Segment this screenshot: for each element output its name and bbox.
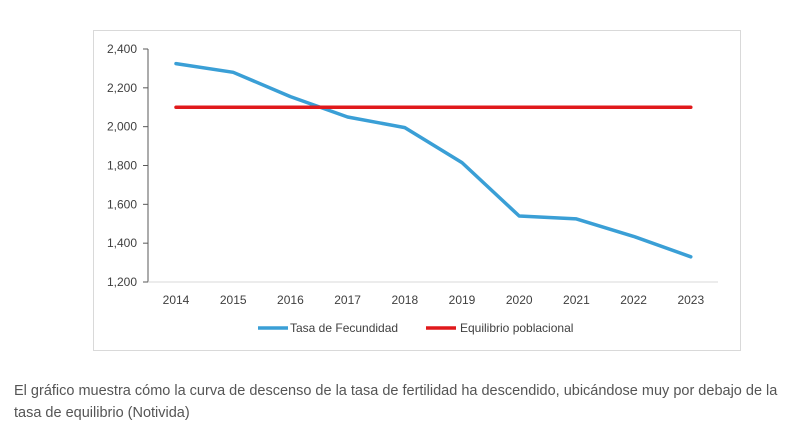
chart-legend: Tasa de Fecundidad Equilibrio poblacional	[258, 321, 573, 335]
fertility-rate-line-chart: 1,200 1,400 1,600 1,800 2,000 2,200 2,400 2014…	[107, 42, 718, 335]
x-tick-label: 2019	[449, 293, 476, 307]
x-tick-label: 2018	[391, 293, 418, 307]
y-axis-ticks: 1,200 1,400 1,600 1,800 2,000 2,200 2,400	[107, 42, 148, 289]
x-tick-label: 2015	[220, 293, 247, 307]
x-tick-label: 2022	[620, 293, 647, 307]
x-tick-label: 2023	[677, 293, 704, 307]
legend-label: Equilibrio poblacional	[460, 321, 573, 335]
series-lines	[174, 61, 693, 259]
x-tick-label: 2016	[277, 293, 304, 307]
series-line-tasa-de-fecundidad	[174, 61, 693, 259]
x-tick-label: 2021	[563, 293, 590, 307]
y-tick-label: 1,800	[107, 159, 137, 173]
y-tick-label: 2,200	[107, 81, 137, 95]
y-tick-label: 1,400	[107, 236, 137, 250]
y-tick-label: 1,600	[107, 197, 137, 211]
x-tick-label: 2017	[334, 293, 361, 307]
x-tick-label: 2014	[163, 293, 190, 307]
legend-label: Tasa de Fecundidad	[290, 321, 398, 335]
chart-container	[93, 30, 741, 351]
x-axis-ticks: 2014 2015 2016 2017 2018 2019 2020 2021 2022 2023	[163, 293, 705, 307]
x-tick-label: 2020	[506, 293, 533, 307]
y-tick-label: 1,200	[107, 275, 137, 289]
y-tick-label: 2,400	[107, 42, 137, 56]
chart-caption: El gráfico muestra cómo la curva de desc…	[14, 383, 778, 421]
y-tick-label: 2,000	[107, 120, 137, 134]
